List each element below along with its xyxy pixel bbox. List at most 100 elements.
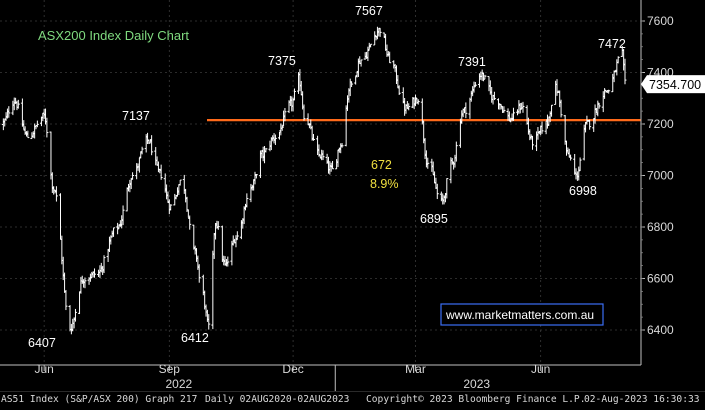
price-bar	[102, 255, 106, 274]
price-bar	[188, 215, 192, 230]
chart-title: ASX200 Index Daily Chart	[38, 28, 189, 43]
price-bar	[254, 173, 258, 179]
annotation-label: 6998	[569, 184, 597, 198]
watermark-box	[440, 303, 604, 326]
annotations: 6407 7137 6412 7375 7567 6895 7391 6998 7472	[28, 4, 626, 350]
price-bar	[407, 103, 411, 111]
price-bar	[483, 74, 487, 80]
price-bar	[331, 160, 335, 170]
price-bar	[312, 134, 315, 141]
annotation-label: 6407	[28, 336, 56, 350]
price-bar	[264, 147, 268, 153]
price-bar	[197, 264, 201, 283]
y-tick-label: 7600	[647, 14, 674, 28]
x-month-label: Sep	[159, 362, 181, 376]
x-month-label: Jun	[531, 362, 550, 376]
price-bar	[169, 204, 173, 211]
x-axis: Jun Sep Dec Mar Jun 2022 2023	[34, 362, 550, 391]
annotation-label: 7137	[122, 109, 150, 123]
annotation-label: 6895	[420, 212, 448, 226]
price-bar	[131, 172, 135, 180]
price-bar	[559, 99, 563, 118]
footer: AS51 Index (S&P/ASX 200) Graph 217 Daily…	[0, 391, 705, 410]
y-tick-label: 7200	[647, 117, 674, 131]
price-bar	[464, 102, 468, 119]
last-price-pointer	[641, 75, 647, 94]
price-bar	[540, 121, 544, 134]
price-bar	[502, 106, 506, 113]
move-label: 672 8.9%	[370, 158, 399, 191]
price-bar	[64, 289, 68, 311]
annotation-label: 7567	[355, 4, 383, 18]
price-bar	[317, 144, 321, 157]
x-month-label: Jun	[34, 362, 53, 376]
price-bars	[1, 26, 627, 335]
price-bar	[140, 146, 144, 155]
price-bar	[397, 85, 401, 95]
watermark: www.marketmatters.com.au	[440, 303, 604, 326]
price-bar	[207, 314, 211, 330]
price-bar	[54, 186, 58, 202]
annotation-label: 7472	[598, 37, 626, 51]
price-bar	[454, 141, 458, 162]
price-bar	[226, 256, 230, 267]
footer-copyright: Copyright© 2023 Bloomberg Finance L.P.	[366, 394, 586, 405]
price-bar	[435, 183, 439, 200]
price-bar	[121, 205, 125, 226]
price-bar	[550, 104, 554, 117]
gridlines	[0, 0, 641, 365]
price-bar	[359, 59, 363, 67]
price-bar	[159, 164, 163, 180]
price-bar	[531, 135, 535, 150]
price-bar	[373, 31, 377, 46]
price-bar	[569, 154, 573, 161]
price-bar	[7, 106, 11, 118]
price-bar	[116, 222, 120, 235]
price-bar	[92, 268, 96, 278]
price-bar	[283, 108, 287, 122]
price-bar	[616, 56, 620, 64]
y-tick-label: 6800	[647, 220, 674, 234]
y-tick-label: 6400	[647, 323, 674, 337]
price-bar	[178, 179, 182, 186]
price-bar	[340, 143, 344, 148]
last-price-marker: 7354.700	[641, 75, 705, 94]
price-bar	[16, 99, 20, 109]
price-bar	[350, 81, 354, 88]
footer-security: AS51 Index (S&P/ASX 200) Graph 217	[1, 394, 198, 405]
price-bar	[150, 135, 154, 156]
price-bar	[245, 193, 249, 208]
price-bar	[492, 91, 496, 101]
x-year-label: 2022	[165, 377, 192, 391]
price-bar	[607, 89, 611, 94]
price-bar	[26, 130, 30, 139]
price-bar	[521, 101, 525, 113]
price-bar	[235, 231, 239, 241]
annotation-label: 6412	[181, 331, 209, 345]
price-bar	[321, 150, 325, 161]
price-bar	[588, 119, 592, 130]
price-bar	[623, 58, 627, 85]
footer-period: Daily 02AUG2020-02AUG2023	[205, 394, 350, 405]
price-bar	[450, 158, 454, 165]
annotation-label: 7391	[458, 55, 486, 69]
y-tick-label: 6600	[647, 272, 674, 286]
price-bar	[597, 102, 601, 109]
price-bar	[292, 88, 296, 101]
price-bar	[216, 221, 220, 230]
x-month-label: Dec	[282, 362, 303, 376]
x-month-label: Mar	[405, 362, 426, 376]
price-bar	[73, 308, 77, 322]
watermark-text: www.marketmatters.com.au	[445, 308, 594, 322]
footer-timestamp: 02-Aug-2023 16:30:33	[584, 394, 700, 405]
x-year-label: 2023	[463, 377, 490, 391]
price-bar	[112, 227, 116, 237]
price-bar	[378, 28, 382, 37]
annotation-label: 7375	[268, 54, 296, 68]
price-bar	[473, 81, 477, 87]
y-tick-label: 7000	[647, 169, 674, 183]
price-bar	[35, 120, 39, 128]
price-bar	[388, 51, 392, 64]
